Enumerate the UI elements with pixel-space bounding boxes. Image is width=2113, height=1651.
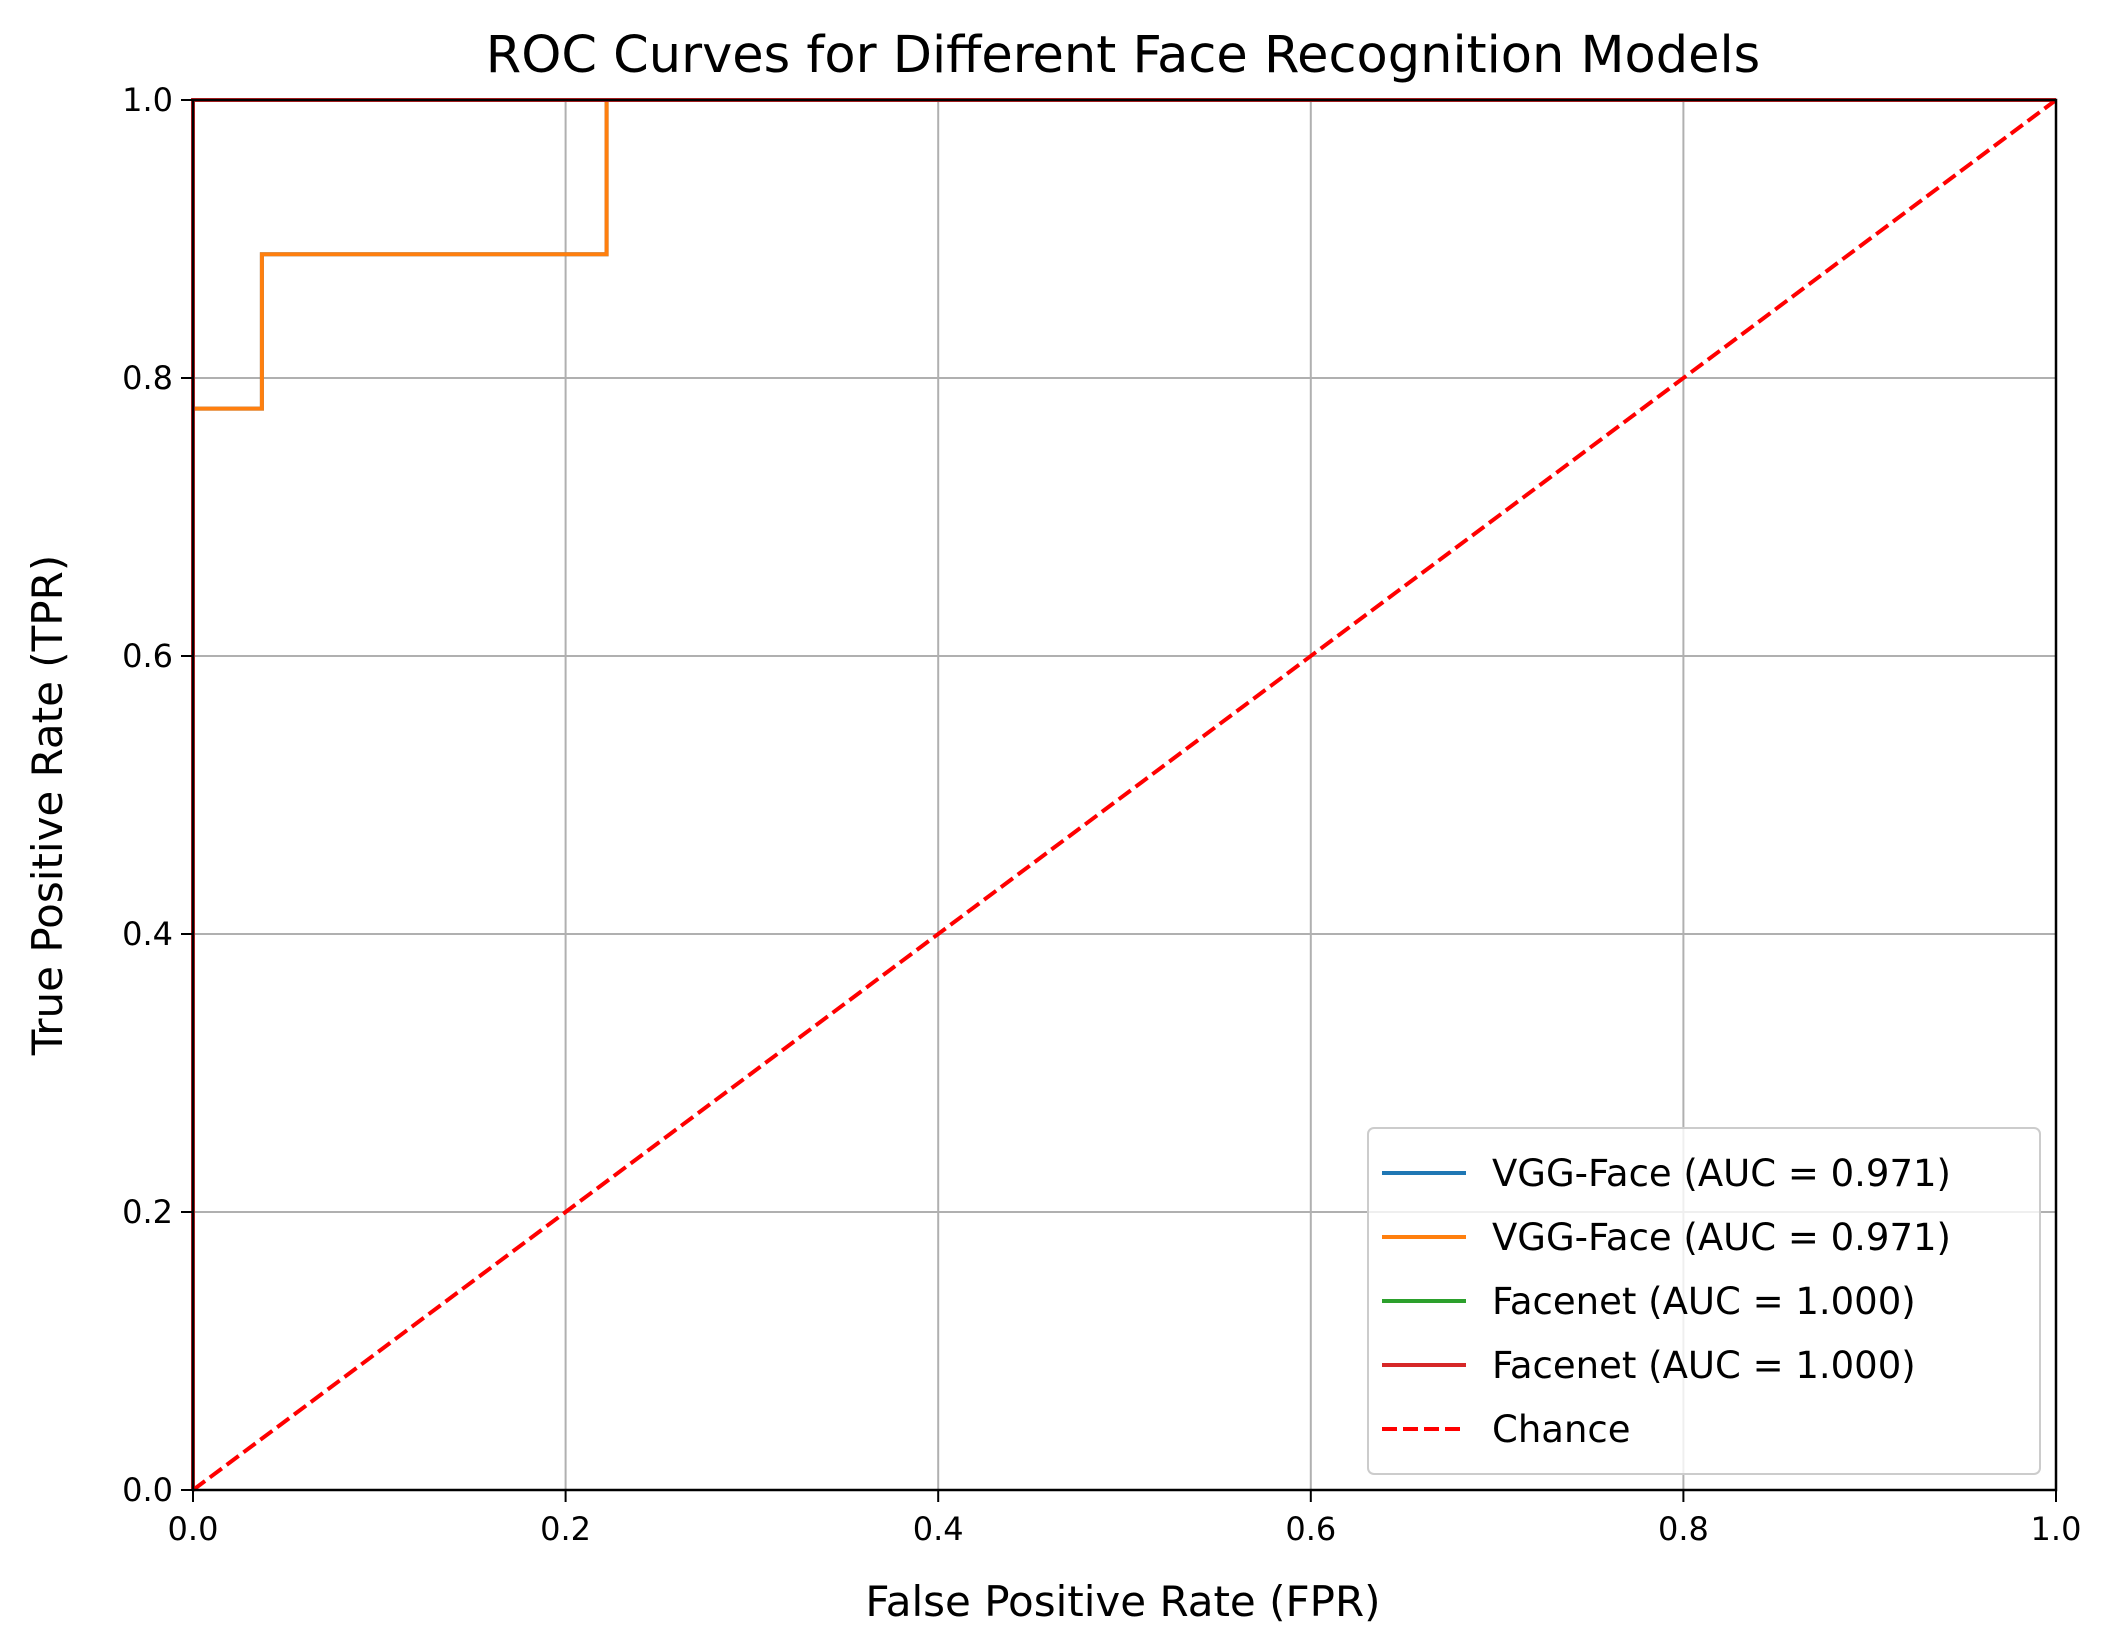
y-tick-label: 0.0 [122, 1471, 173, 1509]
x-tick-label: 0.4 [913, 1510, 964, 1548]
chart-title: ROC Curves for Different Face Recognitio… [486, 26, 1760, 85]
legend: VGG-Face (AUC = 0.971) VGG-Face (AUC = 0.… [1367, 1127, 2041, 1475]
legend-box [1367, 1127, 2041, 1475]
legend-label-3: Facenet (AUC = 1.000) [1492, 1344, 1916, 1387]
x-tick-label: 1.0 [2031, 1510, 2082, 1548]
y-tick-label: 1.0 [122, 81, 173, 119]
legend-label-2: Facenet (AUC = 1.000) [1492, 1280, 1916, 1323]
x-axis-label: False Positive Rate (FPR) [865, 1577, 1380, 1626]
y-tick-label: 0.6 [122, 637, 173, 675]
y-tick-label: 0.2 [122, 1193, 173, 1231]
y-tick-label: 0.8 [122, 359, 173, 397]
x-tick-label: 0.0 [168, 1510, 219, 1548]
legend-label-1: VGG-Face (AUC = 0.971) [1492, 1216, 1951, 1259]
legend-label-4: Chance [1492, 1408, 1631, 1451]
x-tick-label: 0.2 [540, 1510, 591, 1548]
x-tick-label: 0.6 [1285, 1510, 1336, 1548]
legend-label-0: VGG-Face (AUC = 0.971) [1492, 1152, 1951, 1195]
grid-lines [192, 99, 2057, 1491]
axis-ticks: 0.0 0.2 0.4 0.6 0.8 1.0 0.0 0.2 0.4 0.6 0.8 1.0 [122, 81, 2081, 1548]
plot-frame [191, 98, 2058, 1492]
x-tick-label: 0.8 [1658, 1510, 1709, 1548]
series-line-4 [191, 98, 2058, 1492]
y-tick-label: 0.4 [122, 915, 173, 953]
y-axis-label: True Positive Rate (TPR) [23, 555, 72, 1056]
